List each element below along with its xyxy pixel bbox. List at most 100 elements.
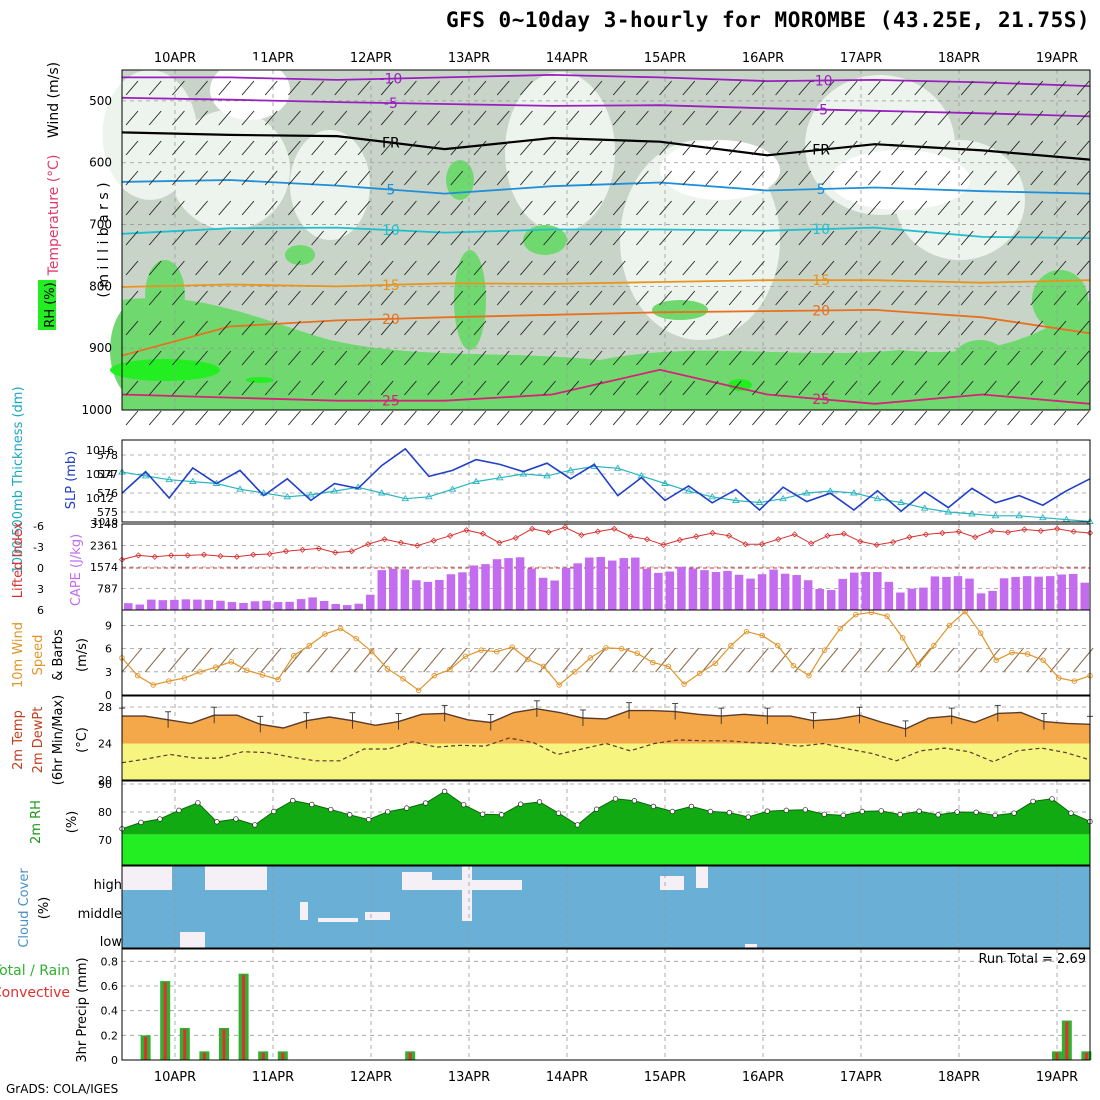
wind-barb (659, 380, 672, 396)
wind-barb (496, 410, 510, 426)
wind-barb (937, 230, 951, 246)
wind-barb (380, 170, 394, 186)
cape-bar (584, 557, 594, 610)
li-point (299, 546, 306, 553)
wind-speed-point (415, 687, 422, 694)
thickness-point (141, 472, 150, 479)
rh-point (404, 805, 410, 811)
wind-barb (427, 410, 440, 426)
cloud-sky (122, 866, 1090, 948)
wind-barb (984, 170, 997, 186)
li-point (955, 528, 962, 535)
wind-barb (125, 140, 139, 156)
li-point (1037, 527, 1044, 534)
wind-barb (172, 110, 185, 126)
wind-barb (868, 350, 881, 366)
thickness-point (873, 494, 882, 502)
temp-tick-label: 24 (98, 738, 112, 751)
temperature-line (122, 708, 1091, 730)
cape-bar (135, 604, 145, 610)
wind-barb (473, 200, 487, 216)
date-label-top: 15APR (644, 51, 686, 66)
wind-barb (1007, 320, 1020, 336)
wind-barb (218, 290, 232, 306)
wind-barb (705, 230, 719, 246)
wind-barb (427, 290, 440, 306)
cape-bar (619, 558, 629, 610)
footer-credit: GrADS: COLA/IGES (6, 1082, 119, 1096)
wind-barb (589, 170, 603, 186)
dewpoint-fill (122, 743, 1090, 780)
cape-bar (481, 564, 490, 610)
isotherm-label: 10 (382, 223, 400, 239)
wind-barb (148, 410, 162, 426)
rh-point (498, 812, 505, 818)
wind-barb (612, 350, 626, 366)
wind-barb (520, 380, 533, 396)
cape-bar (838, 578, 847, 610)
wind-barb (682, 320, 696, 336)
wind-barb (1007, 170, 1020, 186)
thickness-point (519, 470, 528, 477)
cloud-block (180, 932, 205, 948)
cape-bar (757, 574, 767, 610)
wind-barb-10m (748, 647, 769, 673)
wind-barb (728, 320, 742, 336)
wind-barb (636, 110, 649, 126)
wind-barb (1053, 140, 1067, 156)
wind-barb-10m (585, 647, 607, 673)
wind-barb (520, 200, 533, 216)
cape-bar (308, 597, 317, 610)
wind-barb-10m (817, 647, 839, 673)
thickness-point (472, 477, 480, 485)
wind-speed-point (650, 659, 656, 666)
wind-barb (636, 350, 649, 366)
wind-barb (775, 110, 788, 126)
cape-bar (988, 590, 997, 610)
axis-label-temp-c: (6hr Min/Max) (51, 695, 66, 785)
wind-barb (520, 410, 533, 426)
wind-barb (1030, 260, 1044, 276)
cloud-block (318, 918, 358, 922)
wind-barb (798, 170, 812, 186)
li-point (479, 530, 487, 537)
axis-label-wind10m-d: (m/s) (75, 638, 90, 672)
wind-barb (404, 140, 417, 156)
wind-barb (543, 200, 556, 216)
wind-barb (775, 80, 788, 96)
cape-bar (665, 571, 675, 610)
wind-barb (357, 380, 371, 396)
isotherm-label: FR (812, 143, 830, 159)
wind-barb (450, 320, 464, 336)
wind-speed-point (1009, 649, 1015, 656)
cape-bar (124, 603, 133, 610)
wind-barb (612, 320, 626, 336)
li-point (922, 531, 929, 538)
wind-barb (914, 320, 928, 336)
wind-speed-point (400, 676, 406, 682)
date-label-bottom: 15APR (644, 1070, 686, 1085)
isotherm-25 (121, 368, 1091, 405)
wind-barb (821, 140, 835, 156)
wind-speed-point (587, 655, 594, 661)
cloud-block (402, 872, 432, 890)
rh-point (555, 810, 562, 816)
wind-barb (172, 200, 185, 216)
thickness-point (165, 475, 174, 483)
wind-barb (984, 320, 997, 336)
wind-barb (960, 110, 974, 126)
wind-barb (589, 140, 603, 156)
wind-barb (705, 110, 719, 126)
wind-barb (891, 140, 904, 156)
wind-speed-point (259, 672, 266, 678)
wind-barb (427, 320, 440, 336)
rh-point (992, 812, 998, 819)
wind-barb (218, 170, 232, 186)
li-point (791, 531, 798, 538)
wind-barb (612, 110, 626, 126)
wind-barb (636, 170, 649, 186)
wind-barb (775, 170, 788, 186)
wind-barb (1053, 410, 1067, 426)
cape-bar (377, 570, 387, 610)
rh-legend-swatch (38, 280, 56, 330)
